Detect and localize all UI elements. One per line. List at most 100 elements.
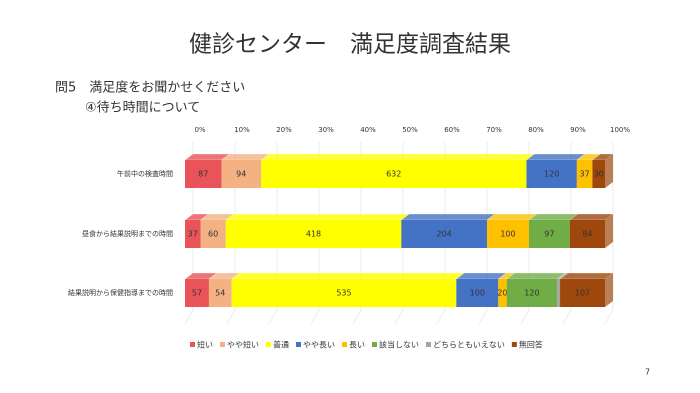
grid-floor xyxy=(394,309,404,325)
bar-segment xyxy=(200,220,226,248)
legend-label: 無回答 xyxy=(519,340,543,350)
legend-label: どちらともいえない xyxy=(433,341,505,350)
data-label: 37 xyxy=(188,230,198,239)
bar-segment xyxy=(506,279,558,307)
data-label: 100 xyxy=(500,230,515,239)
data-label: 418 xyxy=(306,230,321,239)
grid-floor xyxy=(352,309,362,325)
x-tick-label: 30% xyxy=(318,126,334,134)
bar-top xyxy=(506,272,566,280)
grid-floor xyxy=(604,309,614,325)
bar-segment xyxy=(185,279,209,307)
grid-floor xyxy=(478,309,488,325)
bar-side xyxy=(605,154,613,188)
data-label: 94 xyxy=(236,170,246,179)
data-label: 54 xyxy=(215,289,225,298)
grid-floor xyxy=(562,309,572,325)
legend-label: 短い xyxy=(197,340,213,350)
legend-label: 普通 xyxy=(273,340,289,350)
data-label: 30 xyxy=(594,170,604,179)
bar-top xyxy=(455,272,507,280)
grid-floor xyxy=(226,309,236,325)
y-tick-label: 昼食から結果説明までの時間 xyxy=(82,229,173,238)
data-label: 204 xyxy=(436,230,451,239)
bar-top xyxy=(221,153,270,161)
bar-side xyxy=(605,273,613,307)
data-label: 20 xyxy=(497,289,507,298)
bar-segment xyxy=(576,160,593,188)
grid-floor xyxy=(184,309,194,325)
data-label: 97 xyxy=(544,230,554,239)
bar-segment xyxy=(225,220,402,248)
x-tick-label: 0% xyxy=(194,126,205,134)
bar-segment xyxy=(185,160,222,188)
x-tick-label: 80% xyxy=(528,126,544,134)
legend-swatch xyxy=(511,342,517,347)
bar-top xyxy=(486,213,538,221)
bar-segment xyxy=(486,220,529,248)
bar-segment xyxy=(569,220,605,248)
x-tick-label: 70% xyxy=(486,126,502,134)
data-label: 120 xyxy=(544,170,559,179)
x-tick-label: 100% xyxy=(610,126,630,134)
bar-segment xyxy=(231,279,457,307)
bar-segment xyxy=(208,279,232,307)
x-tick-label: 10% xyxy=(234,126,250,134)
legend-swatch xyxy=(220,342,225,347)
x-tick-label: 90% xyxy=(570,126,586,134)
bar-segment xyxy=(526,160,577,188)
data-label: 60 xyxy=(208,230,218,239)
grid-floor xyxy=(436,309,446,325)
slide-title: 健診センター 満足度調査結果 xyxy=(189,32,511,58)
legend-label: 該当しない xyxy=(379,340,419,350)
bar-top xyxy=(526,153,586,161)
legend-swatch xyxy=(296,342,301,347)
grid-floor xyxy=(520,309,530,325)
bar-top xyxy=(260,153,535,161)
legend-swatch xyxy=(190,342,195,347)
bar-top xyxy=(528,213,579,221)
bar-segment xyxy=(221,160,262,188)
bar-top xyxy=(225,213,410,221)
legend-swatch xyxy=(266,342,271,347)
legend-swatch xyxy=(372,342,377,347)
data-label: 107 xyxy=(575,289,590,298)
x-tick-label: 50% xyxy=(402,126,418,134)
legend-label: 長い xyxy=(349,341,365,350)
legend-label: やや長い xyxy=(303,341,335,350)
bar-top xyxy=(400,213,496,221)
x-tick-label: 20% xyxy=(276,126,292,134)
data-label: 37 xyxy=(580,170,590,179)
bar-segment xyxy=(401,220,487,248)
bar-segment xyxy=(185,220,201,248)
bar-segment xyxy=(498,279,507,307)
bar-segment xyxy=(528,220,570,248)
bar-segment xyxy=(560,279,605,307)
y-tick-label: 結果説明から保健指導までの時間 xyxy=(68,288,173,297)
bar-segment xyxy=(557,279,561,307)
subquestion: ④待ち時間について xyxy=(85,101,200,116)
legend-swatch xyxy=(342,342,347,347)
x-tick-label: 40% xyxy=(360,126,376,134)
data-label: 84 xyxy=(582,230,592,239)
data-label: 120 xyxy=(524,289,539,298)
data-label: 632 xyxy=(386,170,401,179)
bar-segment xyxy=(592,160,605,188)
bar-top xyxy=(231,272,465,280)
page-number: 7 xyxy=(645,368,650,377)
grid-floor xyxy=(268,309,278,325)
x-tick-label: 60% xyxy=(444,126,460,134)
bar-top xyxy=(559,272,614,280)
bar-side xyxy=(605,214,613,248)
legend-label: やや短い xyxy=(227,340,259,350)
data-label: 57 xyxy=(192,289,202,298)
bar-segment xyxy=(261,160,527,188)
bar-segment xyxy=(456,279,499,307)
y-tick-label: 午前中の検査時間 xyxy=(117,169,173,178)
grid-floor xyxy=(310,309,320,325)
question: 問5 満足度をお聞かせください xyxy=(55,80,245,96)
data-label: 535 xyxy=(336,289,351,298)
data-label: 87 xyxy=(198,170,208,179)
data-label: 100 xyxy=(470,289,485,298)
